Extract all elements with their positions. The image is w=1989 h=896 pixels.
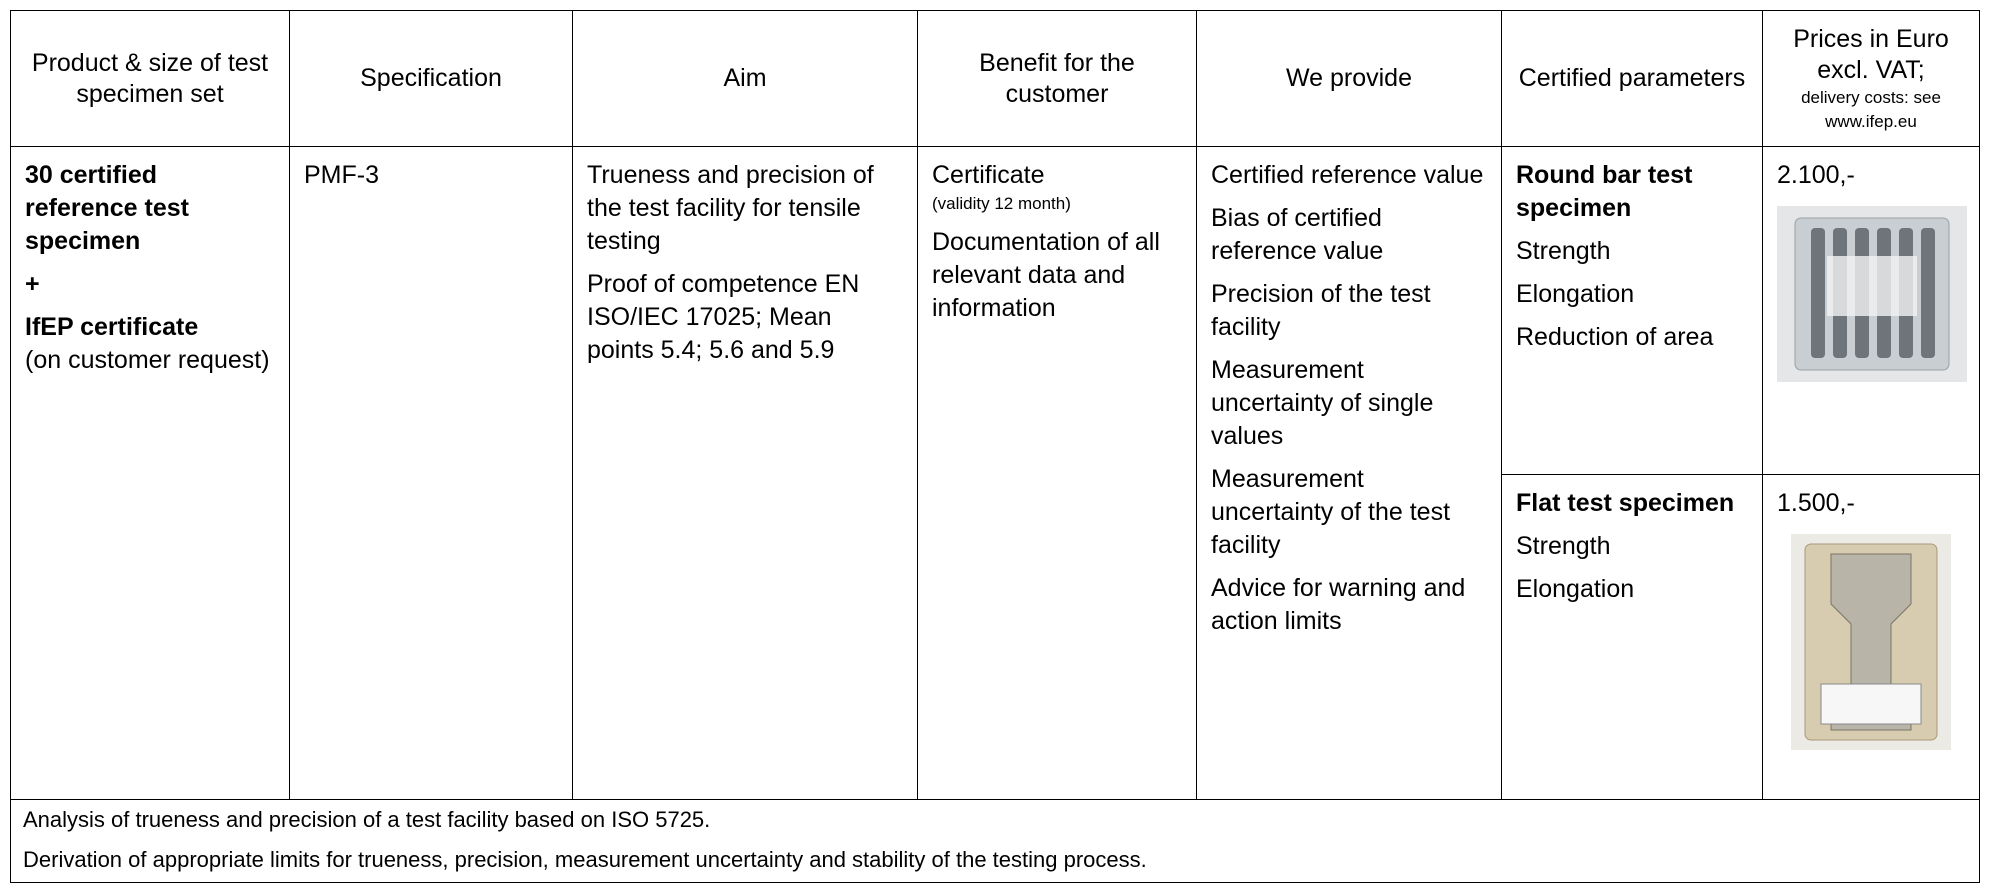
header-cell: Product & size of test specimen set (10, 10, 290, 147)
footer-row: Analysis of trueness and precision of a … (10, 799, 1980, 883)
variant-name: Round bar test specimen (1516, 161, 1693, 222)
header-row: Product & size of test specimen set Spec… (10, 10, 1980, 147)
aim: Proof of competence EN ISO/IEC 17025; Me… (587, 270, 860, 364)
footer-line: Derivation of appropriate limits for tru… (23, 847, 1147, 872)
certificate: IfEP certificate (25, 313, 199, 341)
variant-cell: Flat test specimen Strength Elongation (1501, 474, 1763, 800)
footer-cell: Analysis of trueness and precision of a … (10, 799, 1980, 883)
aim: Trueness and precision of the test facil… (587, 161, 874, 255)
provide-item: Measurement uncertainty of the test faci… (1211, 465, 1451, 559)
round-bar-photo (1777, 206, 1967, 382)
quantity: 30 certified reference test specimen (25, 161, 189, 255)
header-cell: We provide (1196, 10, 1502, 147)
price-cell: 2.100,- (1762, 146, 1980, 475)
provide-item: Bias of certified reference value (1211, 204, 1384, 265)
provide-cell: Certified reference value Bias of certif… (1196, 146, 1502, 800)
price-note: delivery costs: see www.ifep.eu (1801, 87, 1941, 131)
price: 1.500,- (1777, 489, 1855, 517)
provide-item: Advice for warning and action limits (1211, 574, 1466, 635)
specification: PMF-3 (289, 146, 573, 800)
plus: + (25, 270, 40, 298)
header-cell: Specification (289, 10, 573, 147)
provide-item: Certified reference value (1211, 161, 1484, 189)
header-cell: Certified parameters (1501, 10, 1763, 147)
header-cell: Aim (572, 10, 918, 147)
body-row: Flat test specimen Strength Elongation 1… (11, 474, 1980, 800)
header-cell: Benefit for the customer (917, 10, 1197, 147)
price-cell: 1.500,- (1762, 474, 1980, 800)
body-row: 30 certified reference test specimen + I… (10, 146, 1980, 800)
price-title: Prices in Euro excl. VAT; (1793, 24, 1949, 84)
note: (on customer request) (25, 346, 270, 374)
price: 2.100,- (1777, 161, 1855, 189)
variant-cell: Round bar test specimen Strength Elongat… (1501, 146, 1763, 475)
parameter: Strength (1516, 532, 1611, 560)
provide-item: Measurement uncertainty of single values (1211, 356, 1434, 450)
aim-cell: Trueness and precision of the test facil… (572, 146, 918, 800)
header-cell: Prices in Euro excl. VAT; delivery costs:… (1762, 10, 1980, 147)
footer-line: Analysis of trueness and precision of a … (23, 807, 711, 832)
product-cell: 30 certified reference test specimen + I… (10, 146, 290, 800)
product-table: Product & size of test specimen set Spec… (10, 10, 1980, 883)
parameter: Elongation (1516, 575, 1635, 603)
flat-specimen-photo (1791, 534, 1951, 750)
documentation: Documentation of all relevant data and i… (932, 228, 1160, 322)
parameter: Reduction of area (1516, 323, 1714, 351)
validity: (validity 12 month) (932, 194, 1071, 213)
parameter: Strength (1516, 237, 1611, 265)
benefit-certificate: Certificate (932, 161, 1045, 189)
variant-name: Flat test specimen (1516, 489, 1735, 517)
provide-item: Precision of the test facility (1211, 280, 1431, 341)
parameter: Elongation (1516, 280, 1635, 308)
benefit-cell: Certificate (validity 12 month) Document… (917, 146, 1197, 800)
